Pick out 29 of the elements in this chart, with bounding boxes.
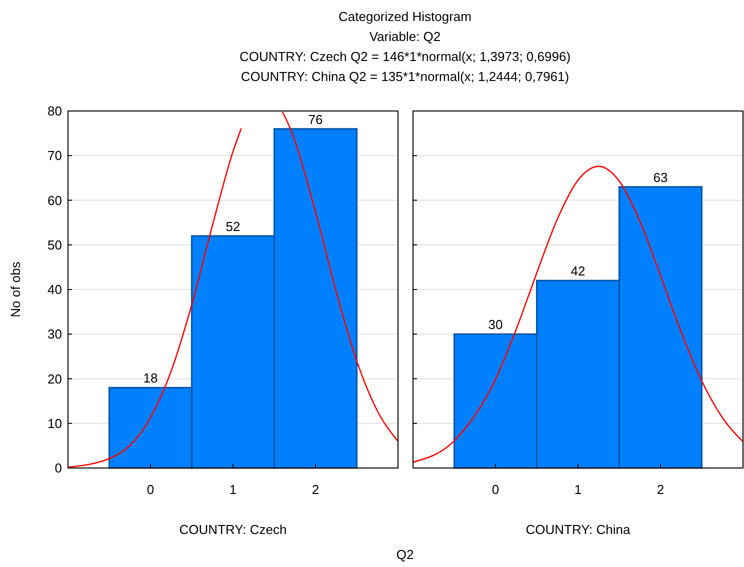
- x-tick-label: 1: [574, 482, 582, 497]
- data-label: 52: [226, 218, 240, 234]
- data-label: 42: [570, 264, 586, 279]
- y-tick-label: 40: [48, 282, 62, 297]
- x-tick-label: 2: [312, 482, 320, 497]
- text: COUNTRY: China Q2 = 135*1*normal(x; 1,2444; 0,7961): [240, 69, 570, 84]
- data-label: 63: [653, 170, 668, 185]
- data-label: 76: [308, 112, 323, 127]
- chart-subtitle: Variable: Q2: [369, 29, 441, 44]
- text: COUNTRY: Czech Q2 = 146*1*normal(x; 1,3973; 0,6996): [239, 49, 571, 64]
- x-tick-label: 0: [492, 482, 500, 497]
- chart-title: Categorized Histogram: [338, 9, 472, 24]
- x-tick-label: 1: [229, 482, 237, 497]
- y-tick-label: 70: [48, 148, 62, 164]
- y-tick-label: 50: [48, 237, 62, 252]
- y-tick-label: 0: [54, 460, 62, 476]
- x-axis-title: COUNTRY: Czech: [179, 522, 287, 537]
- y-tick-label: 10: [48, 416, 62, 431]
- data-label: 30: [488, 317, 503, 332]
- x-axis-title: COUNTRY: China: [526, 522, 632, 537]
- text: Q2: [396, 547, 414, 562]
- x-tick-label: 0: [146, 482, 154, 497]
- x-tick-label: 2: [656, 482, 664, 497]
- y-tick-label: 20: [48, 371, 62, 386]
- y-axis-title: No of obs: [8, 261, 23, 318]
- y-tick-label: 80: [48, 104, 62, 118]
- y-tick-label: 30: [48, 326, 62, 342]
- data-label: 18: [143, 370, 158, 386]
- y-tick-label: 60: [48, 192, 62, 208]
